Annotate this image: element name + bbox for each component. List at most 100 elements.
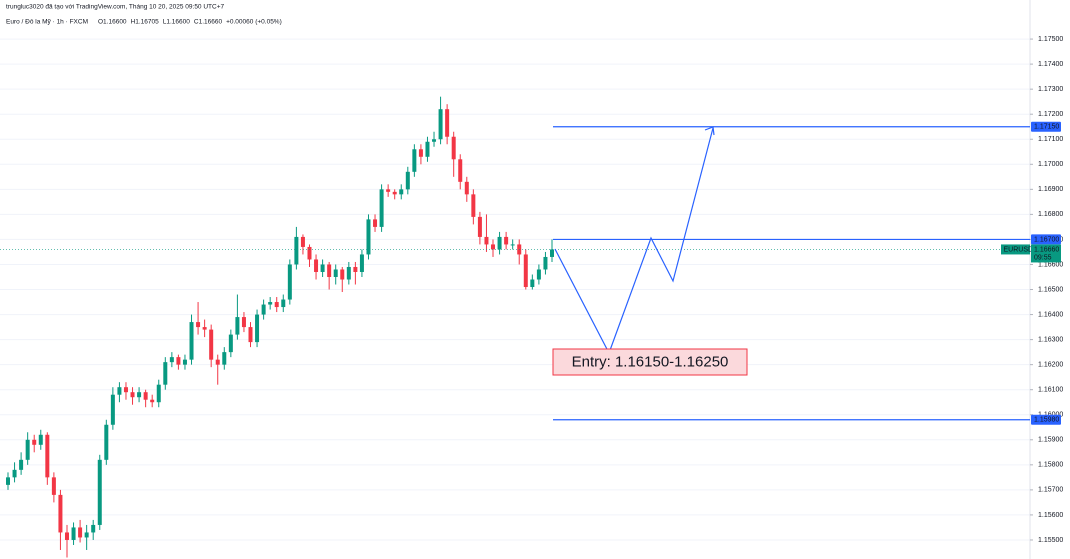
entry-box: [552, 348, 748, 376]
candle-body: [97, 459, 102, 525]
candle-body: [32, 439, 37, 445]
y-tick-label: 1.16500: [1038, 286, 1063, 293]
candle-body: [84, 532, 89, 538]
candle-body: [45, 434, 50, 478]
candle-body: [137, 392, 142, 398]
candle-body: [130, 392, 135, 398]
candle-body: [268, 302, 273, 305]
level-label: 1.16700: [1034, 236, 1059, 243]
candles: [6, 96, 554, 558]
y-tick-label: 1.16900: [1038, 186, 1063, 193]
grid: [0, 38, 1030, 541]
candle-body: [189, 322, 194, 360]
y-tick-label: 1.16600: [1038, 261, 1063, 268]
y-tick-label: 1.17100: [1038, 136, 1063, 143]
symbol-tag: [1001, 244, 1030, 255]
candle-body: [373, 219, 378, 227]
candle-body: [464, 181, 469, 195]
candle-body: [163, 362, 168, 385]
candle-body: [497, 236, 502, 250]
candle-body: [300, 236, 305, 247]
y-tick-label: 1.15900: [1038, 437, 1063, 444]
candle-body: [19, 459, 24, 470]
symbol-title: Euro / Đô la Mỹ · 1h · FXCM: [6, 19, 88, 26]
candle-body: [215, 359, 220, 365]
countdown-label: 09:55: [1034, 254, 1052, 261]
price-label: 1.16660: [1034, 246, 1059, 253]
symbol-label: EURUSD: [1004, 246, 1034, 253]
candle-body: [287, 264, 292, 300]
candle-body: [412, 149, 417, 172]
candle-body: [399, 189, 404, 195]
candle-body: [477, 216, 482, 237]
y-tick-label: 1.15500: [1038, 537, 1063, 544]
candle-body: [274, 302, 279, 308]
candle-body: [182, 359, 187, 365]
candle-body: [143, 392, 148, 400]
candle-body: [156, 384, 161, 403]
candle-body: [536, 269, 541, 280]
candle-body: [418, 149, 423, 157]
ohlc-value: O1.16600: [98, 19, 127, 26]
ohlc-value: +0.00060 (+0.05%): [226, 19, 282, 26]
y-tick-label: 1.16200: [1038, 361, 1063, 368]
candle-body: [359, 254, 364, 272]
candle-body: [261, 304, 266, 315]
candle-body: [438, 109, 443, 140]
level-tag: [1031, 414, 1061, 425]
candle-body: [451, 136, 456, 160]
candle-body: [241, 317, 246, 328]
candle-body: [235, 317, 240, 335]
candle-body: [523, 254, 528, 288]
y-tick-label: 1.17500: [1038, 36, 1063, 43]
candle-body: [222, 352, 227, 365]
candle-body: [425, 141, 430, 157]
candle-body: [432, 139, 437, 142]
candle-body: [38, 434, 43, 445]
price-axis: 1.155001.156001.157001.158001.159001.160…: [1030, 36, 1063, 544]
candle-body: [333, 269, 338, 277]
candle-body: [346, 266, 351, 280]
candle-body: [12, 469, 17, 478]
candle-body: [6, 477, 10, 485]
candle-body: [386, 189, 391, 192]
y-tick-label: 1.16300: [1038, 336, 1063, 343]
y-tick-label: 1.15700: [1038, 487, 1063, 494]
candle-body: [550, 249, 554, 257]
candle-body: [248, 327, 253, 343]
candle-body: [117, 387, 122, 395]
candle-body: [471, 194, 476, 217]
candle-body: [255, 314, 260, 343]
candle-body: [123, 387, 128, 393]
candle-body: [228, 334, 233, 353]
candle-body: [64, 532, 69, 540]
candle-body: [504, 236, 509, 245]
candle-body: [510, 244, 515, 246]
watermark: trungluc3020 đã tạo với TradingView.com,…: [6, 4, 225, 11]
ohlc-value: L1.16600: [163, 19, 190, 26]
candle-body: [530, 279, 535, 288]
candle-body: [543, 256, 548, 270]
projection-arrowhead: [704, 126, 715, 136]
price-tag: [1031, 244, 1061, 263]
level-label: 1.15980: [1034, 417, 1059, 424]
y-tick-label: 1.15600: [1038, 512, 1063, 519]
candle-body: [58, 494, 63, 533]
candle-body: [405, 171, 410, 190]
candle-body: [366, 219, 371, 255]
y-tick-label: 1.17300: [1038, 86, 1063, 93]
ohlc-legend: O1.16600 H1.16705 L1.16600 C1.16660 +0.00060…: [98, 19, 282, 26]
candle-body: [307, 246, 312, 260]
candle-body: [202, 327, 207, 330]
levels: [0, 126, 1030, 421]
candle-body: [327, 264, 332, 277]
candle-body: [484, 236, 489, 245]
candle-body: [314, 259, 319, 272]
y-tick-label: 1.15800: [1038, 462, 1063, 469]
y-tick-label: 1.16100: [1038, 387, 1063, 394]
y-tick-label: 1.17400: [1038, 61, 1063, 68]
